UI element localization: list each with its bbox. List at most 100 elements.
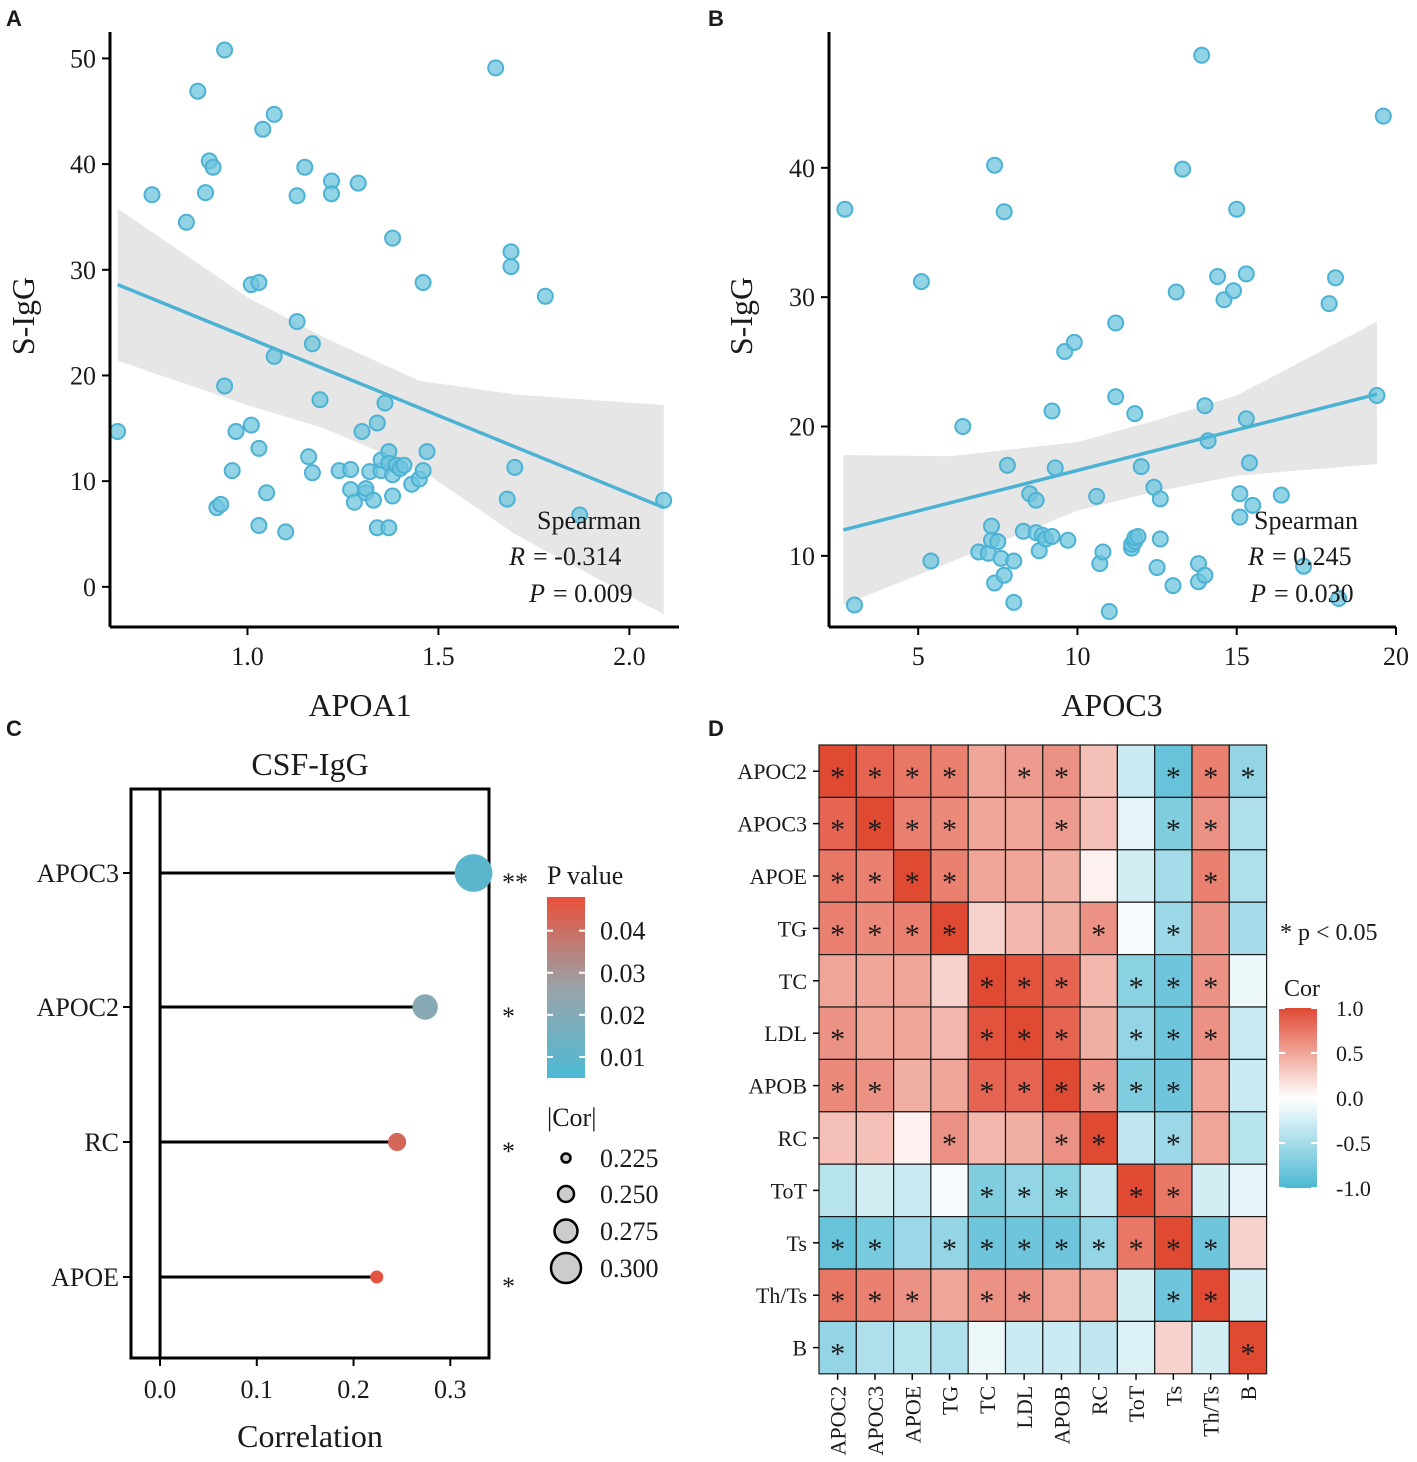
heatmap-cell	[1004, 744, 1044, 799]
significance-star: *	[1203, 1023, 1218, 1056]
row-label: APOE	[750, 864, 807, 889]
y-tick-label: 20	[70, 361, 96, 390]
data-point	[954, 418, 972, 435]
column-label: B	[1236, 1386, 1261, 1401]
data-point	[989, 533, 1007, 551]
data-point	[998, 456, 1016, 474]
column-label: RC	[1087, 1386, 1112, 1415]
heatmap-cell	[967, 796, 1007, 851]
x-tick-label: 2.0	[613, 642, 646, 671]
column-label: TC	[975, 1386, 1000, 1414]
significance-star: *	[1091, 1128, 1106, 1161]
significance-star: *	[942, 918, 957, 951]
heatmap-cell	[1042, 1268, 1081, 1323]
significance-star: *	[942, 1128, 957, 1161]
y-axis-label: S-IgG	[5, 277, 41, 355]
data-point	[1088, 487, 1106, 505]
data-point	[846, 596, 863, 614]
panel-label-b: B	[708, 6, 724, 31]
category-label: APOC3	[37, 859, 119, 888]
data-point	[384, 487, 402, 505]
y-axis-ticks: 0 10 20 30 40 50	[70, 44, 110, 602]
data-point	[216, 377, 234, 395]
cor-tick-label: -0.5	[1336, 1131, 1371, 1156]
data-point	[487, 59, 505, 77]
heatmap-cell	[818, 953, 857, 1008]
significance-star: *	[1166, 1233, 1181, 1266]
data-point	[288, 187, 306, 205]
size-swatch	[560, 1152, 572, 1164]
heatmap-cell	[1116, 901, 1156, 956]
data-point	[1237, 410, 1255, 428]
cor-tick-label: 0.0	[1336, 1086, 1364, 1111]
data-point	[189, 82, 207, 100]
row-label: APOB	[748, 1074, 807, 1099]
data-point	[395, 456, 413, 474]
data-point	[1126, 405, 1144, 423]
stats-r-value: = 0.245	[1272, 542, 1352, 571]
data-point	[502, 243, 520, 261]
heatmap-cell	[967, 1058, 1007, 1113]
y-tick-label: 20	[789, 413, 815, 442]
data-point	[1209, 268, 1227, 285]
size-label: 0.225	[600, 1144, 659, 1173]
cor-legend-ticks: 1.0 0.5 0.0 -0.5 -1.0	[1279, 996, 1371, 1201]
heatmap-cell	[1116, 1006, 1156, 1061]
data-point	[1027, 491, 1045, 509]
heatmap-cell	[1228, 901, 1268, 956]
significance-star: *	[1017, 1233, 1032, 1266]
data-point	[357, 480, 375, 498]
y-tick-label: 40	[789, 154, 815, 183]
heatmap-cell	[1004, 1320, 1044, 1375]
significance-star: *	[1203, 866, 1218, 899]
regression-line	[842, 392, 1378, 532]
data-point	[342, 461, 360, 478]
heatmap-cell	[930, 1268, 969, 1323]
y-tick-label: 10	[789, 542, 815, 571]
heatmap-cell	[1154, 1111, 1193, 1165]
size-legend-title: |Cor|	[547, 1103, 596, 1132]
heatmap-cell	[1004, 849, 1044, 903]
significance-star: *	[867, 1285, 882, 1318]
heatmap-cell	[1042, 1163, 1081, 1218]
stats-p-value: = 0.030	[1274, 579, 1354, 608]
data-point	[368, 414, 386, 432]
heatmap-cell	[1079, 1006, 1118, 1061]
significance-star: *	[1129, 1023, 1144, 1056]
significance-star: *	[979, 971, 994, 1004]
heatmap-cell	[1042, 1320, 1081, 1375]
significance-star: *	[1203, 761, 1218, 794]
data-point	[1374, 107, 1392, 125]
data-point	[265, 105, 283, 123]
significance-star: *	[979, 1233, 994, 1266]
significance-star: *	[1017, 971, 1032, 1004]
data-point	[384, 229, 402, 247]
heatmap-cell	[892, 1111, 932, 1165]
significance-star: *	[1203, 1233, 1218, 1266]
heatmap-cell	[1191, 1163, 1230, 1218]
significance-star: *	[1054, 1023, 1069, 1056]
heatmap-cell	[1154, 744, 1193, 799]
data-point	[506, 458, 524, 476]
significance-star: *	[1203, 814, 1218, 847]
panel-b: B 10 20 30 40 5 10 15 20 Spearman R = 0.245 P …	[708, 6, 1409, 723]
significance-star: *	[1129, 1076, 1144, 1109]
x-tick-label: 0.1	[241, 1375, 274, 1404]
heatmap-cell	[1116, 1163, 1156, 1218]
row-label: RC	[778, 1126, 807, 1151]
heatmap-cell	[1191, 1320, 1230, 1375]
data-point	[380, 519, 398, 537]
heatmap-cell	[855, 1006, 895, 1061]
x-tick-label: 0.3	[434, 1375, 467, 1404]
heatmap-cell	[855, 1215, 895, 1270]
heatmap-cell	[1154, 901, 1193, 956]
category-label: APOE	[51, 1263, 119, 1292]
column-label: APOE	[900, 1386, 925, 1443]
data-point	[250, 439, 268, 457]
column-label: ToT	[1124, 1385, 1149, 1422]
y-tick-label: 40	[70, 150, 96, 179]
significance-star: *	[867, 1233, 882, 1266]
panel-label-a: A	[6, 6, 22, 31]
heatmap-cell	[1228, 953, 1268, 1008]
data-point	[1330, 590, 1348, 607]
